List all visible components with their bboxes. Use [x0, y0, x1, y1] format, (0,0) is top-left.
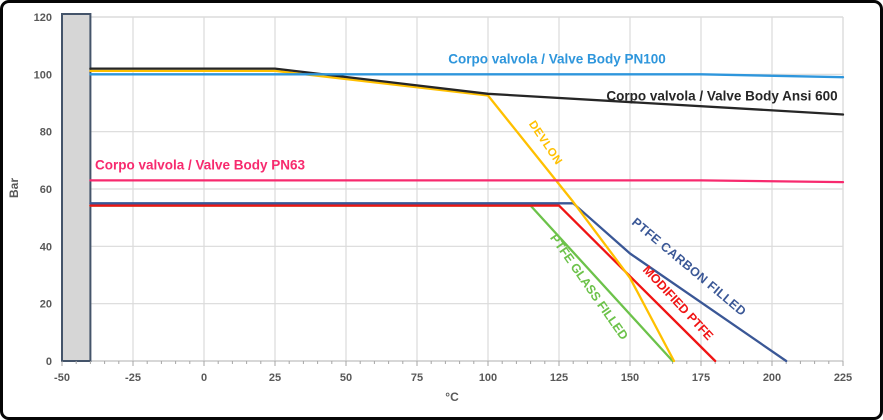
- x-tick-label: 225: [834, 372, 852, 384]
- x-tick-label: -25: [125, 372, 141, 384]
- y-tick-label: 80: [40, 127, 52, 139]
- series-line-modified-ptfe: [89, 204, 717, 363]
- series-label-valve-body-ansi600: Corpo valvola / Valve Body Ansi 600: [606, 88, 838, 104]
- x-tick-label: 200: [763, 372, 781, 384]
- series-line-devlon: [89, 69, 676, 363]
- series-line-ptfe-carbon-filled: [89, 202, 788, 363]
- series-line-valve-body-ansi-600: [89, 67, 845, 116]
- x-tick-label: 125: [550, 372, 568, 384]
- series-label-valve-body-pn63: Corpo valvola / Valve Body PN63: [94, 157, 306, 173]
- x-tick-label: 50: [340, 372, 352, 384]
- y-tick-label: 40: [40, 241, 52, 253]
- x-tick-label: -50: [54, 372, 70, 384]
- x-tick-label: 100: [479, 372, 497, 384]
- y-tick-label: 120: [34, 12, 52, 24]
- y-tick-label: 20: [40, 299, 52, 311]
- x-tick-label: 25: [269, 372, 281, 384]
- y-tick-label: 100: [34, 69, 52, 81]
- series-line-valve-body-pn63: [89, 179, 845, 184]
- x-tick-label: 0: [201, 372, 207, 384]
- x-tick-label: 75: [411, 372, 423, 384]
- x-axis-title: °C: [445, 390, 459, 404]
- series-label-valve-body-pn100: Corpo valvola / Valve Body PN100: [448, 51, 666, 67]
- y-axis-title: Bar: [7, 177, 21, 199]
- x-tick-label: 175: [692, 372, 710, 384]
- series-line-valve-body-pn100: [89, 73, 845, 79]
- x-tick-label: 150: [621, 372, 639, 384]
- y-tick-label: 60: [40, 184, 52, 196]
- y-tick-label: 0: [46, 356, 52, 368]
- excluded-temperature-zone: [61, 13, 92, 362]
